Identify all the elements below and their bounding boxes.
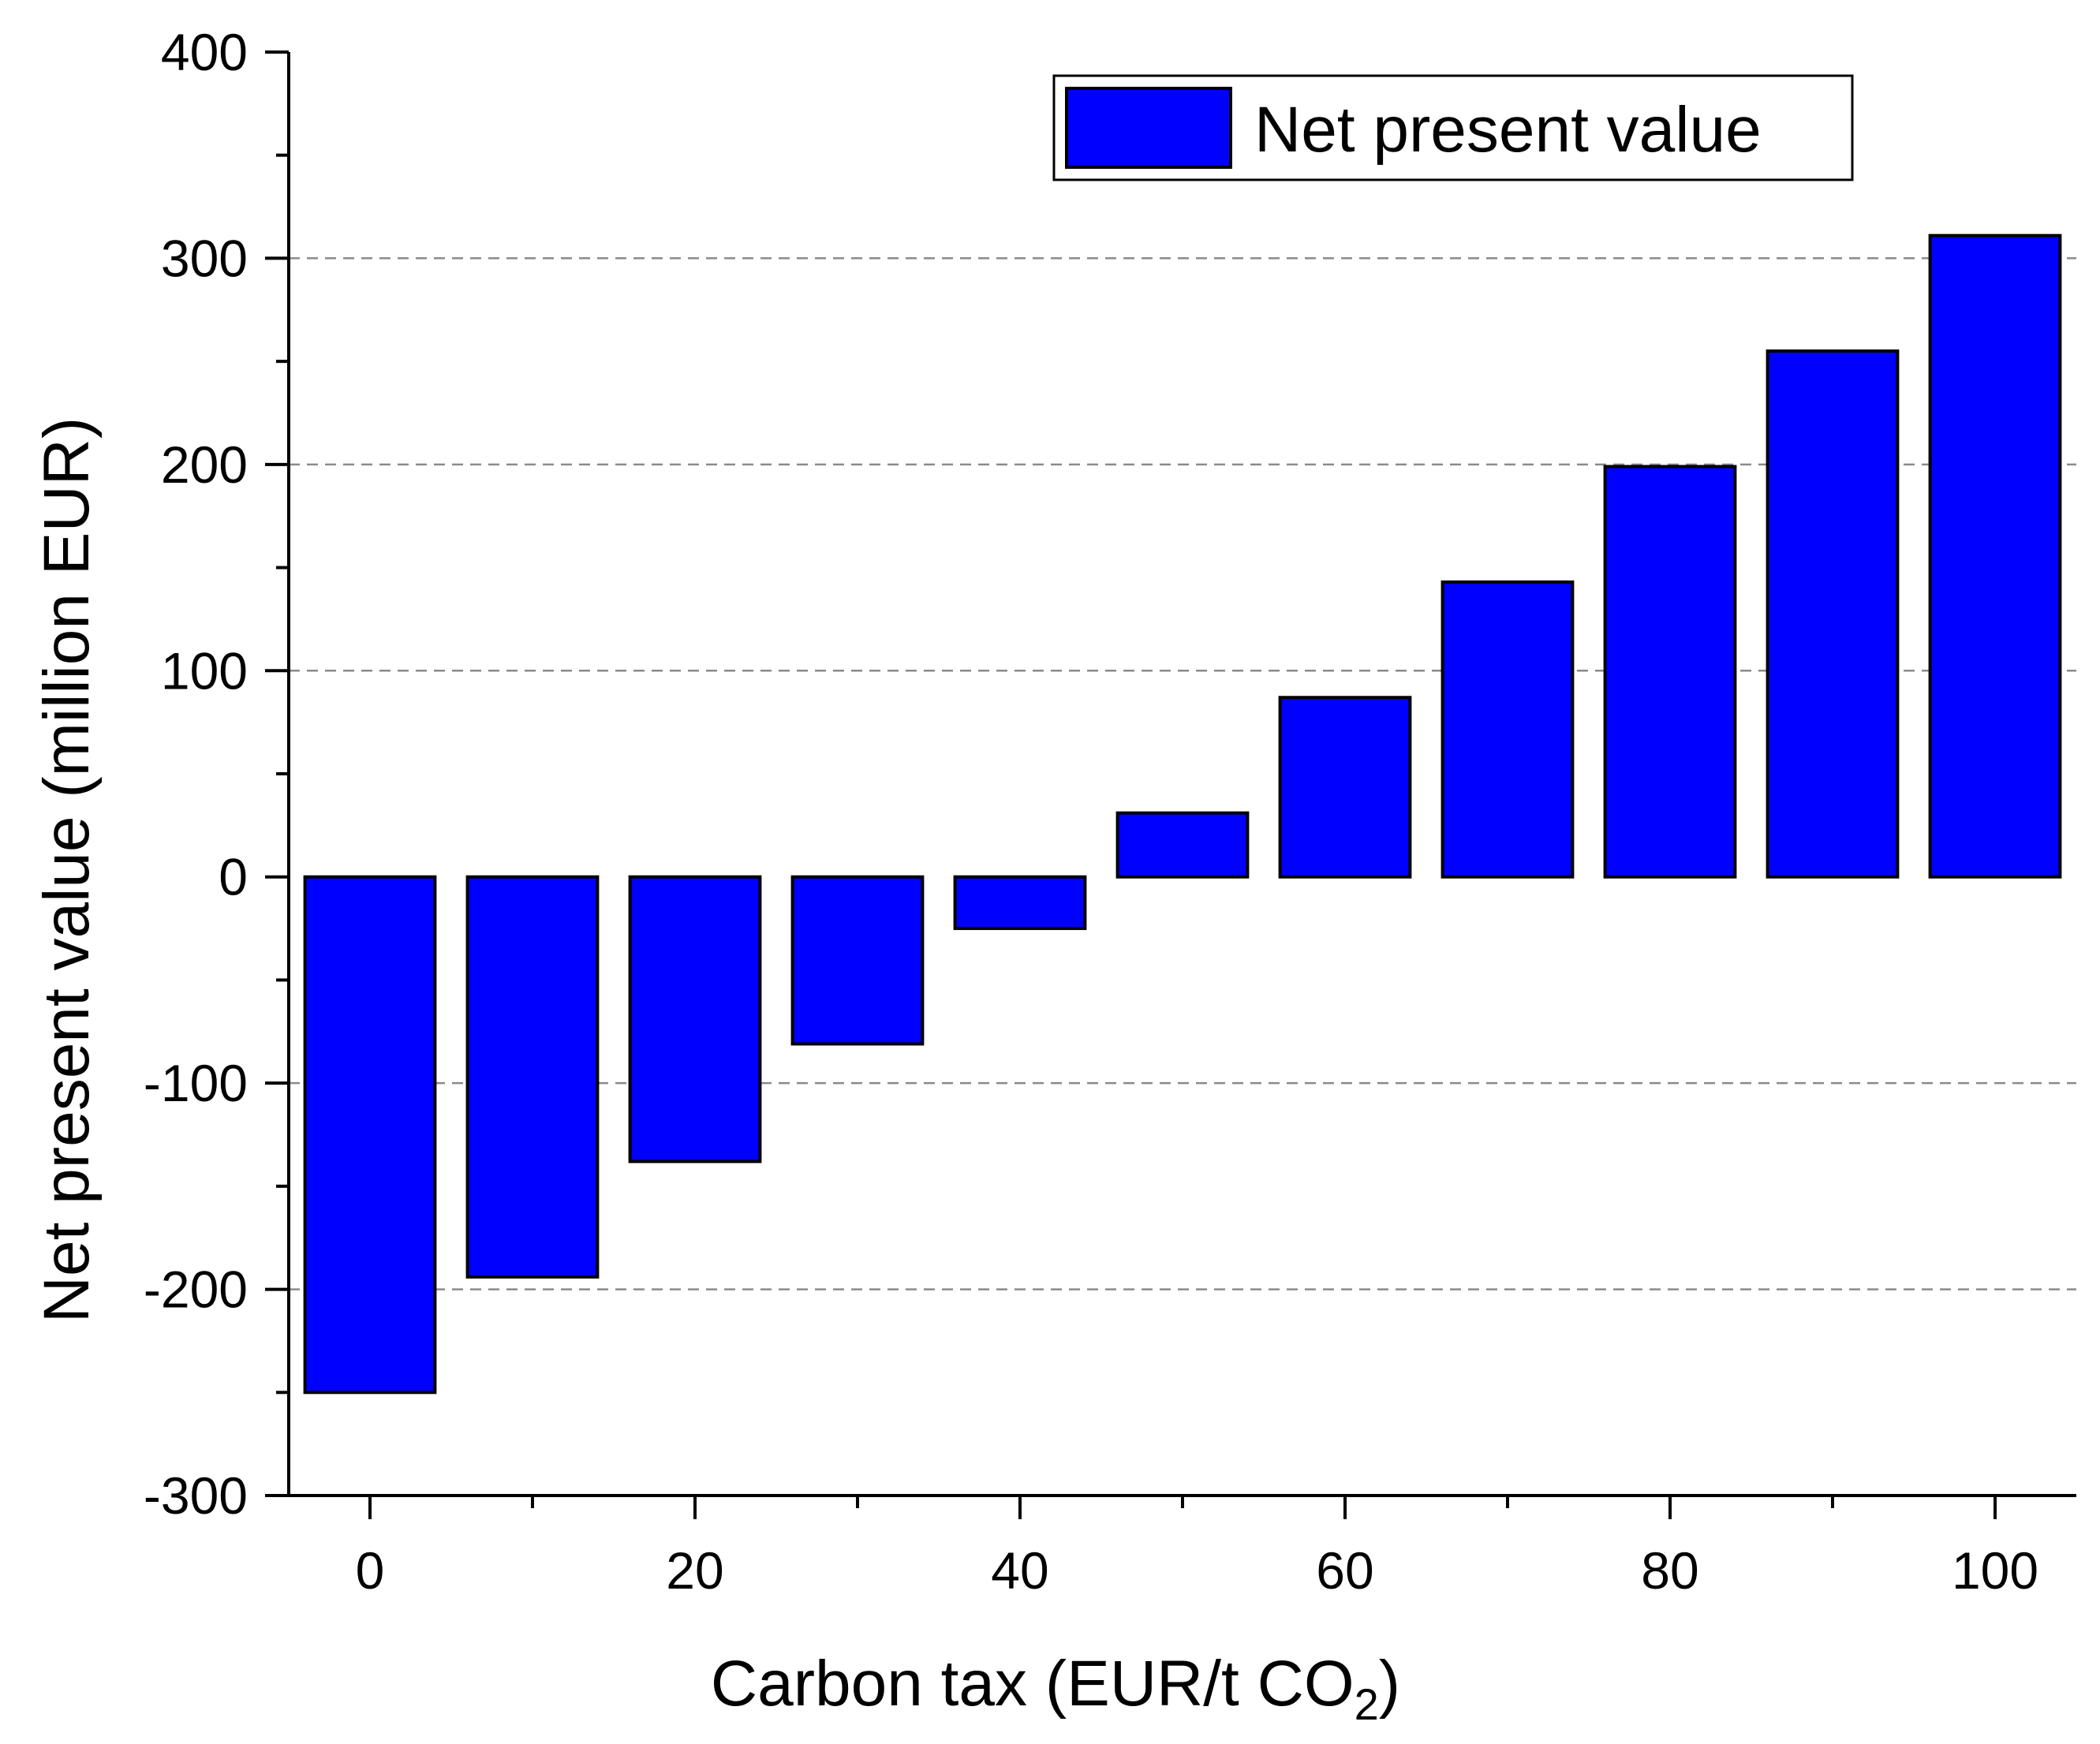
bar bbox=[303, 875, 437, 1395]
y-tick-label: 400 bbox=[161, 23, 248, 81]
bar bbox=[1115, 811, 1250, 879]
bar bbox=[953, 875, 1087, 931]
bar bbox=[1278, 696, 1412, 879]
bar bbox=[1603, 465, 1737, 879]
bar bbox=[790, 875, 925, 1046]
x-tick-label: 100 bbox=[1952, 1541, 2038, 1600]
x-tick-label: 0 bbox=[356, 1541, 385, 1600]
bars-layer bbox=[303, 233, 2062, 1395]
x-tick-label: 20 bbox=[666, 1541, 723, 1600]
bar bbox=[465, 875, 600, 1279]
x-axis-title-subscript: 2 bbox=[1355, 1679, 1379, 1729]
axes-layer: -300 -200 -100 0 100 200 300 400 0 20 40 60 80 100 bbox=[144, 23, 2076, 1600]
bar bbox=[1928, 233, 2062, 879]
y-tick-label: 0 bbox=[219, 848, 248, 906]
y-axis-title: Net present value (million EUR) bbox=[31, 417, 103, 1323]
y-tick-label: 100 bbox=[161, 641, 248, 700]
y-tick-label: 300 bbox=[161, 229, 248, 287]
legend: Net present value bbox=[1052, 74, 1854, 181]
y-tick-label: -200 bbox=[144, 1260, 248, 1319]
y-tick-label: -100 bbox=[144, 1054, 248, 1112]
bar bbox=[1440, 580, 1575, 879]
bar bbox=[628, 875, 762, 1163]
x-tick-label: 80 bbox=[1641, 1541, 1698, 1600]
x-axis-title-main: Carbon tax (EUR/t CO bbox=[711, 1648, 1355, 1720]
x-tick-label: 60 bbox=[1316, 1541, 1373, 1600]
y-tick-label: 200 bbox=[161, 435, 248, 494]
legend-swatch bbox=[1065, 87, 1232, 169]
x-axis-title-suffix: ) bbox=[1379, 1648, 1400, 1720]
bar bbox=[1766, 349, 1900, 879]
x-tick-label: 40 bbox=[991, 1541, 1048, 1600]
y-tick-label: -300 bbox=[144, 1466, 248, 1525]
x-axis-title: Carbon tax (EUR/t CO2) bbox=[711, 1648, 1400, 1729]
legend-label: Net present value bbox=[1254, 94, 1762, 166]
